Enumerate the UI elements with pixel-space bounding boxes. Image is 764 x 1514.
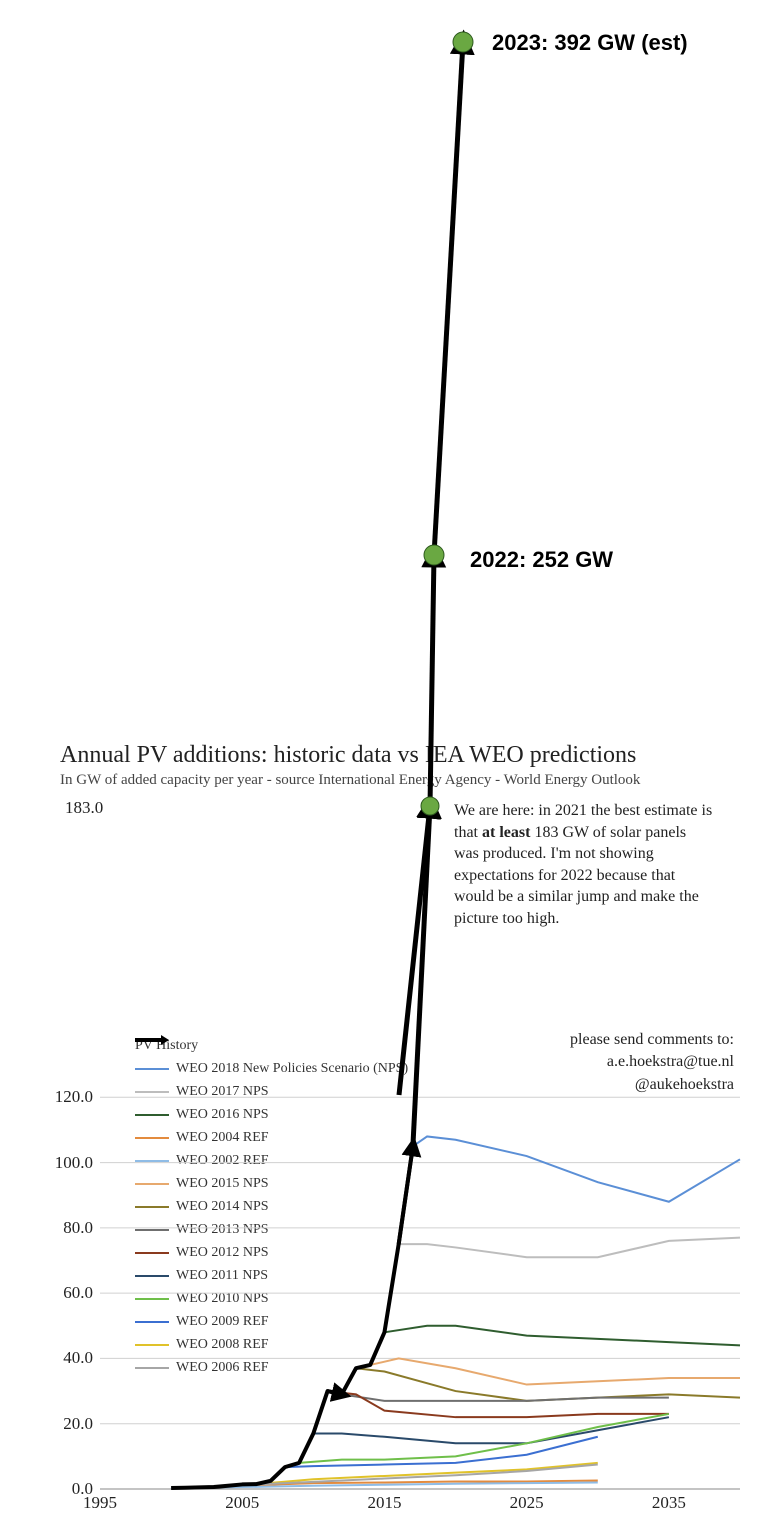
chart-svg [0,0,764,1514]
y-tick-label: 80.0 [38,1218,93,1238]
x-tick-label: 2025 [510,1493,544,1513]
markers [421,32,473,815]
x-tick-label: 2035 [652,1493,686,1513]
series-line [413,1136,740,1201]
chart-stage: Annual PV additions: historic data vs IE… [0,0,764,1514]
series-line [328,1391,669,1417]
y-tick-label: 20.0 [38,1414,93,1434]
series-line [384,1326,740,1346]
x-tick-label: 2005 [225,1493,259,1513]
y-tick-label: 60.0 [38,1283,93,1303]
series-line [399,1238,740,1258]
y-tick-label: 40.0 [38,1348,93,1368]
x-tick-label: 1995 [83,1493,117,1513]
x-tick-label: 2015 [367,1493,401,1513]
extension-arrows [399,42,463,1146]
y-tick-label: 120.0 [38,1087,93,1107]
y-tick-label: 100.0 [38,1153,93,1173]
series-line [299,1414,669,1463]
gridlines [100,1097,740,1489]
series-lines [171,1136,740,1488]
series-line [370,1358,740,1384]
series-line [313,1417,669,1443]
